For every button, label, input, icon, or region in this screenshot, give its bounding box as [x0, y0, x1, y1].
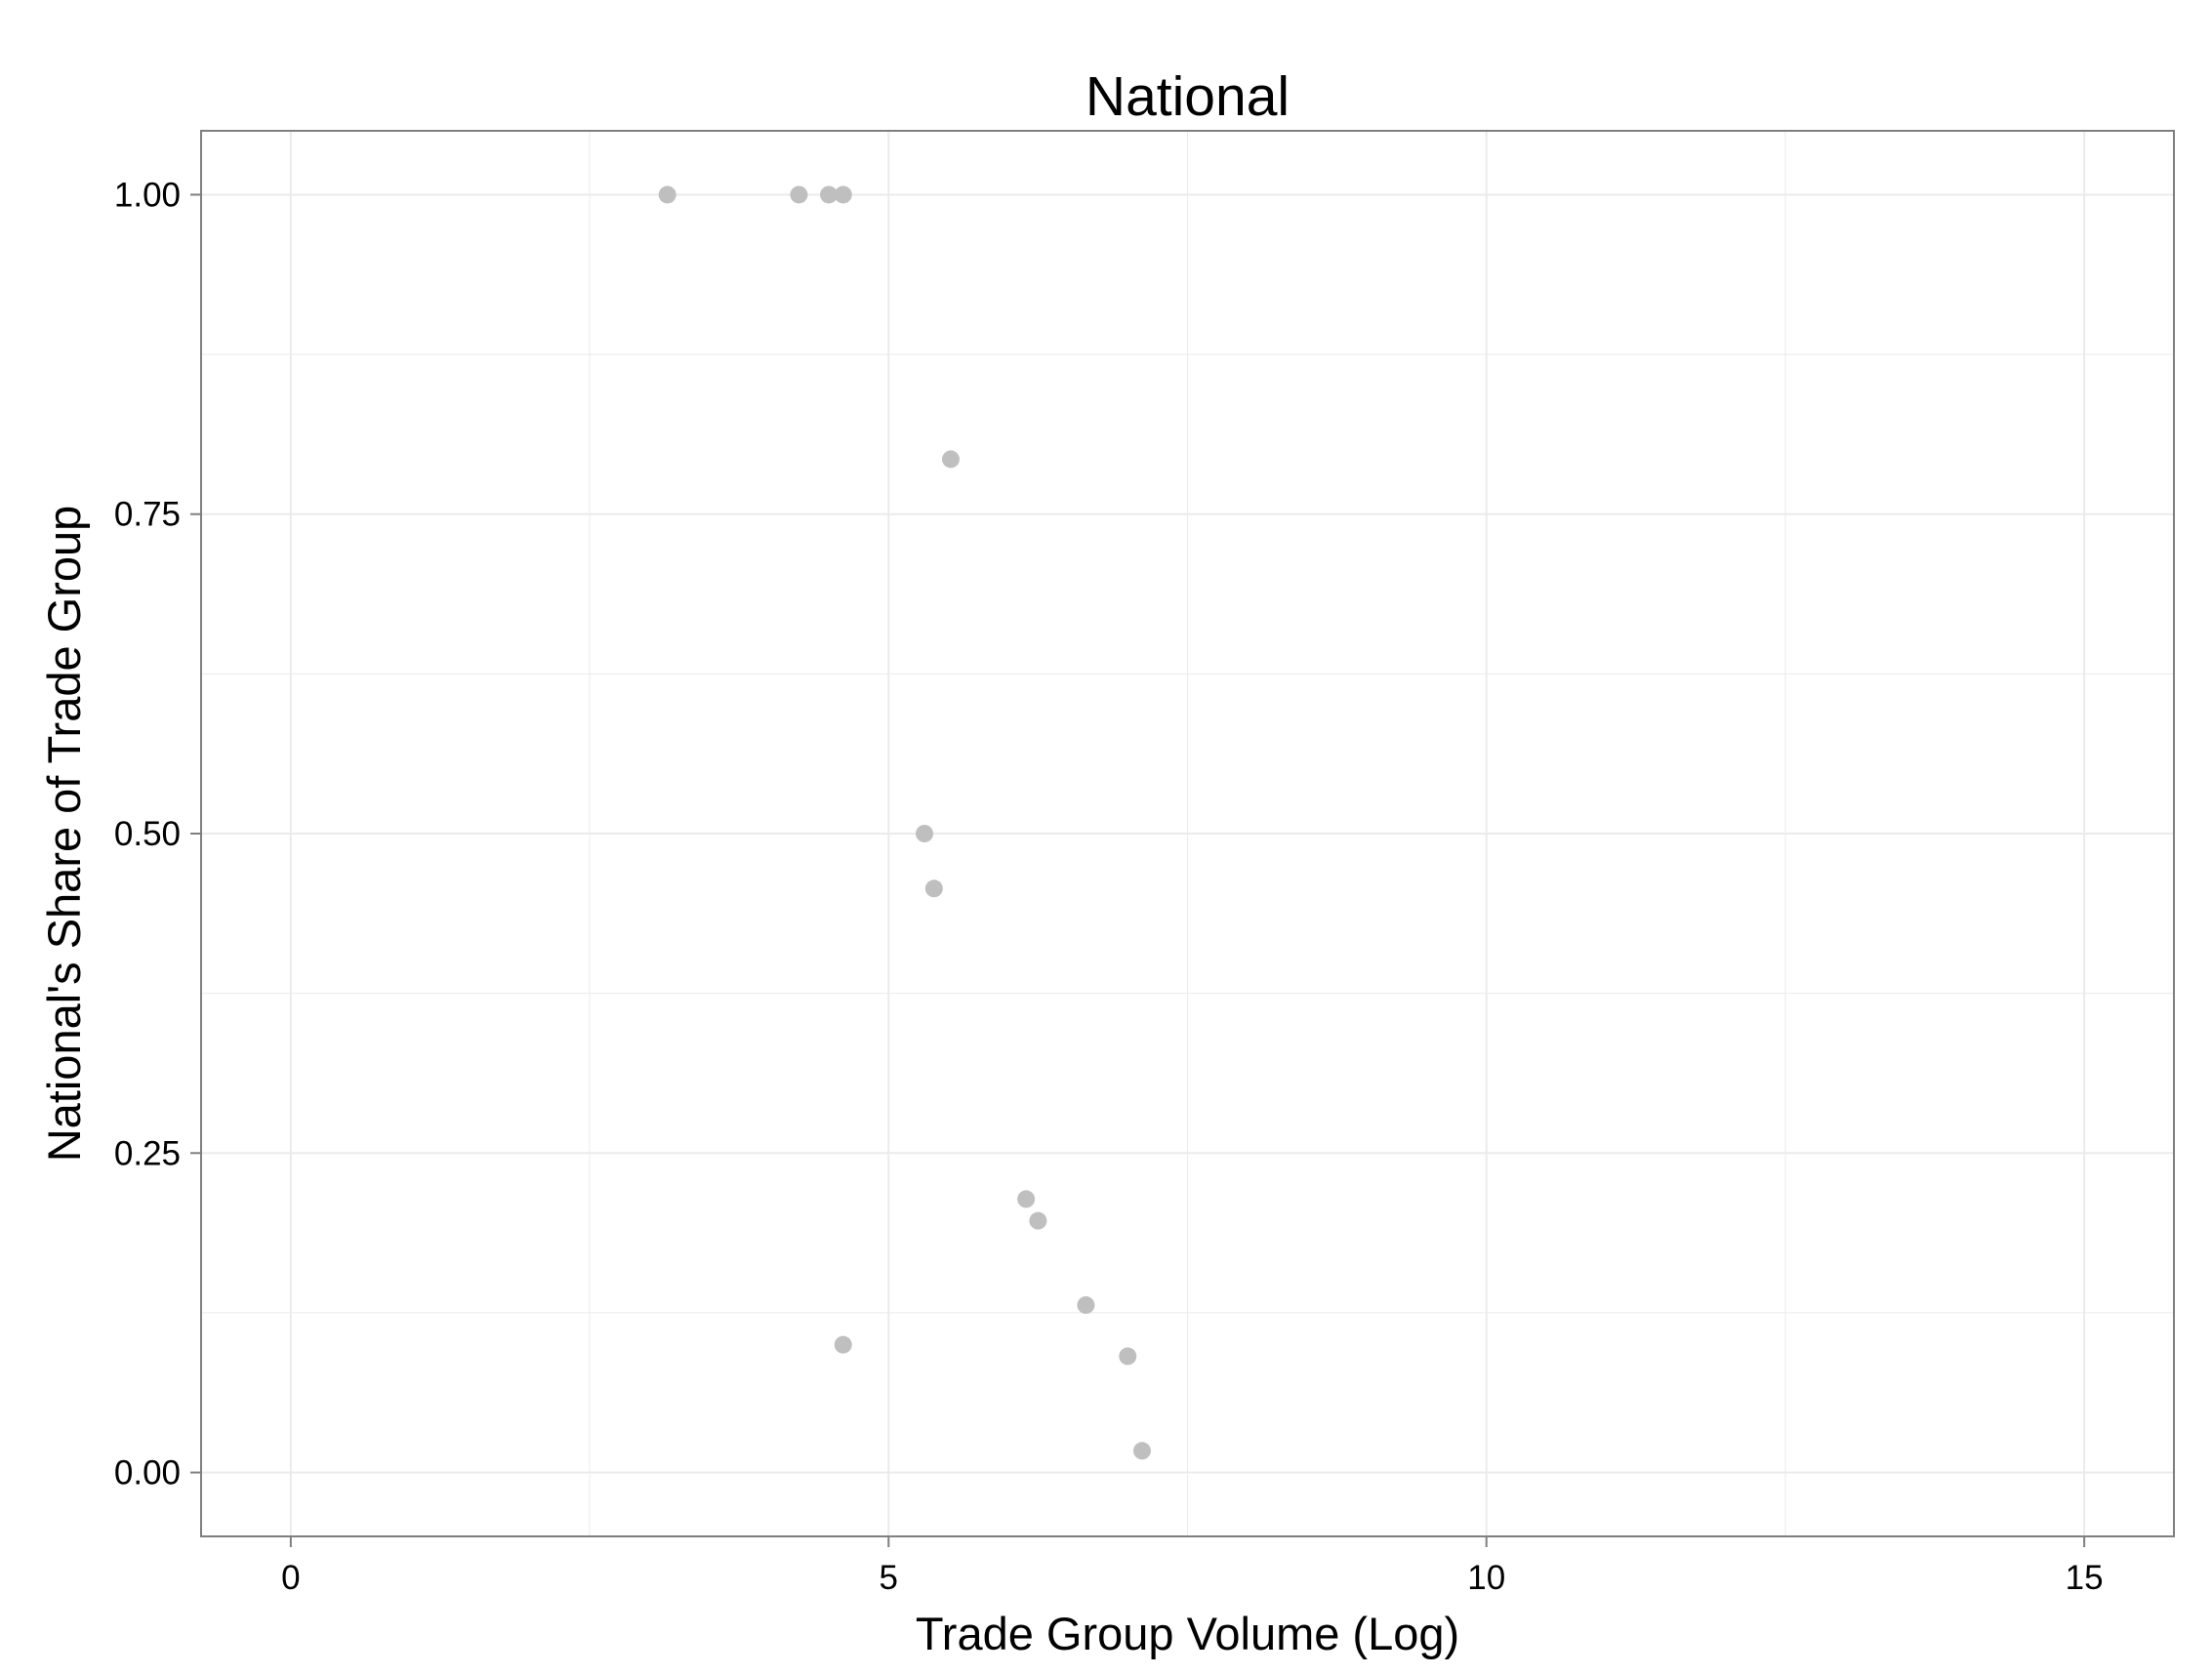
data-point	[834, 1335, 852, 1354]
x-tick-label: 15	[2066, 1559, 2104, 1597]
minor-gridlines	[201, 131, 2174, 1536]
y-tick-label: 0.25	[114, 1134, 181, 1172]
y-tick-label: 0.00	[114, 1454, 181, 1492]
chart-title: National	[1086, 65, 1290, 128]
x-axis: 0 5 10 15	[281, 1536, 2104, 1597]
data-point	[1132, 1442, 1151, 1460]
y-tick-label: 1.00	[114, 176, 181, 214]
data-point	[924, 879, 943, 898]
data-point	[1077, 1296, 1095, 1315]
data-point	[916, 825, 934, 842]
data-point	[1029, 1211, 1047, 1230]
data-point	[658, 185, 676, 204]
x-axis-title: Trade Group Volume (Log)	[916, 1608, 1459, 1659]
data-point	[1119, 1347, 1137, 1366]
y-tick-label: 0.50	[114, 815, 181, 853]
x-tick-label: 10	[1467, 1559, 1505, 1597]
y-axis: 0.00 0.25 0.50 0.75 1.00	[114, 176, 201, 1492]
data-point	[834, 185, 852, 204]
data-point	[1017, 1190, 1036, 1208]
data-point	[790, 185, 808, 204]
y-tick-label: 0.75	[114, 496, 181, 534]
data-points	[658, 185, 1151, 1460]
x-tick-label: 5	[880, 1559, 898, 1597]
data-point	[820, 185, 839, 204]
x-tick-label: 0	[281, 1559, 300, 1597]
data-point	[941, 450, 960, 469]
y-axis-title: National's Share of Trade Group	[38, 506, 90, 1163]
major-gridlines	[201, 131, 2174, 1536]
